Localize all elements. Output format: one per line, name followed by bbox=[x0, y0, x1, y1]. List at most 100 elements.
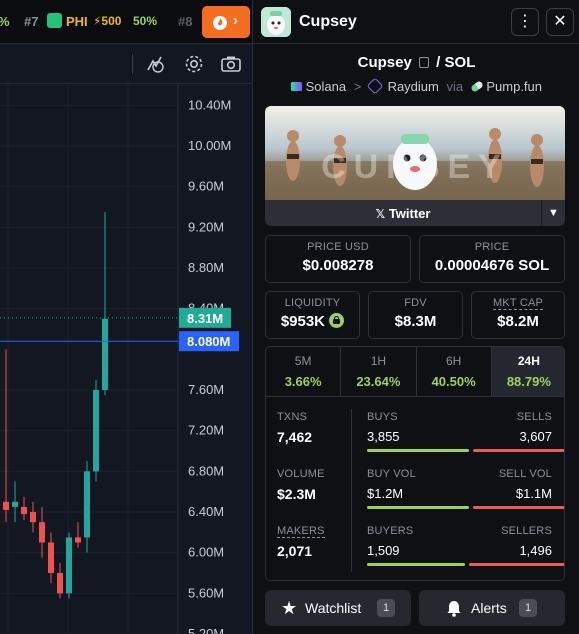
kebab-icon: ⋮ bbox=[517, 13, 533, 30]
fdv-label: FDV bbox=[404, 297, 427, 309]
candlestick-chart-svg[interactable]: 10.40M10.00M9.60M9.20M8.80M8.40M7.60M7.2… bbox=[0, 85, 252, 634]
twitter-link[interactable]: 𝕏 Twitter bbox=[265, 206, 541, 221]
tab-5m-change: 3.66% bbox=[284, 374, 322, 389]
liquidity-value: $953K bbox=[280, 313, 326, 330]
tab-5m[interactable]: 5M 3.66% bbox=[266, 347, 342, 396]
price-axis-label: 6.00M bbox=[188, 545, 224, 560]
sell-vol-label: SELL VOL bbox=[498, 468, 552, 480]
chart-toolbar bbox=[0, 44, 252, 84]
price-axis-label: 5.60M bbox=[188, 585, 224, 600]
raydium-icon bbox=[366, 77, 384, 95]
panel-header: Cupsey ⋮ ✕ bbox=[253, 0, 579, 44]
indicators-icon[interactable] bbox=[144, 53, 166, 75]
camera-icon[interactable] bbox=[220, 54, 242, 74]
x-logo-icon: 𝕏 bbox=[375, 207, 386, 221]
buys-label: BUYS bbox=[367, 411, 398, 423]
trending-ticker-bar: % #7 PHI ⚡500 50% #8 › bbox=[0, 0, 252, 44]
more-options-button[interactable]: ⋮ bbox=[511, 8, 539, 36]
socials-dropdown-button[interactable]: ▼ bbox=[541, 200, 565, 226]
volume-label: VOLUME bbox=[277, 468, 325, 480]
price-sol-value: 0.00004676 SOL bbox=[434, 257, 550, 274]
price-axis-label: 9.20M bbox=[188, 219, 224, 234]
candle-body bbox=[84, 471, 90, 538]
tab-1h-label: 1H bbox=[370, 354, 387, 368]
toolbar-divider bbox=[132, 54, 133, 74]
ticker-symbol[interactable]: PHI bbox=[66, 14, 88, 29]
solana-icon bbox=[290, 82, 302, 91]
lock-icon[interactable] bbox=[329, 313, 345, 328]
buys-ratio-bar bbox=[367, 449, 469, 452]
bell-icon bbox=[446, 600, 462, 620]
tab-5m-label: 5M bbox=[294, 354, 312, 368]
tab-1h-change: 23.64% bbox=[356, 374, 401, 389]
liquidity-box: LIQUIDITY $953K bbox=[265, 291, 360, 339]
price-axis-label: 7.60M bbox=[188, 382, 224, 397]
base-symbol: Cupsey bbox=[357, 54, 412, 71]
price-axis-label: 9.60M bbox=[188, 179, 224, 194]
sellers-value: 1,496 bbox=[519, 543, 552, 558]
price-sol-box: PRICE 0.00004676 SOL bbox=[419, 235, 565, 283]
price-usd-label: PRICE USD bbox=[307, 241, 369, 253]
candle-body bbox=[30, 512, 36, 523]
price-usd-box: PRICE USD $0.008278 bbox=[265, 235, 411, 283]
candle-body bbox=[102, 318, 108, 390]
ticker-rank-next: #8 bbox=[178, 14, 193, 29]
price-axis-label: 10.00M bbox=[188, 138, 231, 153]
tab-6h[interactable]: 6H 40.50% bbox=[417, 347, 492, 396]
star-icon: ★ bbox=[281, 598, 298, 618]
buyers-label: BUYERS bbox=[367, 525, 414, 537]
fdv-box: FDV $8.3M bbox=[368, 291, 463, 339]
watchlist-button[interactable]: ★ Watchlist 1 bbox=[265, 590, 411, 626]
chain-name[interactable]: Solana bbox=[305, 79, 347, 94]
chain-info-row: Solana > Raydium via Pump.fun bbox=[253, 77, 579, 95]
tab-24h[interactable]: 24H 88.79% bbox=[491, 347, 564, 396]
alerts-button[interactable]: Alerts 1 bbox=[419, 590, 565, 626]
settings-gear-icon[interactable] bbox=[183, 53, 205, 75]
buyers-value: 1,509 bbox=[367, 543, 400, 558]
price-axis-label: 6.80M bbox=[188, 463, 224, 478]
market-cap-label: MKT CAP bbox=[492, 297, 544, 310]
twitter-link-bar[interactable]: 𝕏 Twitter ▼ bbox=[265, 200, 565, 226]
market-cap-value: $8.2M bbox=[497, 313, 539, 330]
price-sol-label: PRICE bbox=[474, 241, 510, 253]
dex-name[interactable]: Raydium bbox=[387, 79, 439, 94]
alerts-label: Alerts bbox=[471, 600, 507, 616]
close-panel-button[interactable]: ✕ bbox=[546, 8, 574, 36]
tab-6h-label: 6H bbox=[445, 354, 462, 368]
pair-title: Cupsey / SOL bbox=[253, 54, 579, 71]
tab-1h[interactable]: 1H 23.64% bbox=[341, 347, 417, 396]
price-axis-label: 5.20M bbox=[188, 626, 224, 634]
buy-vol-label: BUY VOL bbox=[367, 468, 416, 480]
close-icon: ✕ bbox=[553, 13, 567, 30]
candle-body bbox=[66, 537, 72, 594]
pair-separator: / bbox=[436, 54, 441, 71]
volume-value: $2.3M bbox=[277, 486, 316, 502]
candle-body bbox=[57, 573, 63, 594]
makers-label: MAKERS bbox=[277, 525, 325, 538]
sellers-label: SELLERS bbox=[501, 525, 552, 537]
ticker-rank: #7 bbox=[24, 14, 39, 29]
launchpad-name[interactable]: Pump.fun bbox=[486, 79, 543, 94]
sellers-ratio-bar bbox=[469, 563, 564, 566]
banner-watermark: CUPSEY bbox=[321, 148, 509, 186]
txns-label: TXNS bbox=[277, 411, 308, 423]
chart-panel: % #7 PHI ⚡500 50% #8 › 10.40M 10.00M 9.60M… bbox=[0, 0, 252, 634]
watchlist-count-badge: 1 bbox=[377, 599, 395, 617]
token-info-panel: Cupsey ⋮ ✕ Cupsey / SOL Solana > Raydium… bbox=[252, 0, 579, 634]
ticker-fragment: % bbox=[0, 14, 10, 29]
via-label: via bbox=[446, 79, 464, 94]
fdv-value: $8.3M bbox=[394, 313, 437, 330]
candle-body bbox=[12, 501, 18, 507]
crosshair-price-tag bbox=[179, 331, 239, 352]
last-price-tag bbox=[179, 307, 231, 328]
quote-symbol: SOL bbox=[444, 54, 476, 71]
trending-button[interactable]: › bbox=[202, 6, 250, 38]
price-axis-label: 6.40M bbox=[188, 504, 224, 519]
twitter-label: Twitter bbox=[388, 206, 431, 221]
copy-icon[interactable] bbox=[419, 57, 429, 68]
price-chart[interactable]: 10.40M10.00M9.60M9.20M8.80M8.40M7.60M7.2… bbox=[0, 85, 252, 634]
liquidity-label: LIQUIDITY bbox=[284, 297, 341, 309]
period-tabs: 5M 3.66% 1H 23.64% 6H 40.50% 24H 88.79% bbox=[266, 347, 564, 397]
sells-ratio-bar bbox=[473, 449, 564, 452]
token-logo-icon bbox=[47, 13, 62, 28]
